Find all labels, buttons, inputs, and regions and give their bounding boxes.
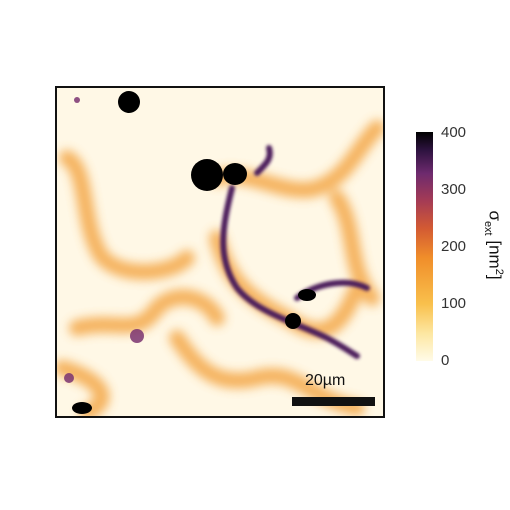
extinction-map: [55, 86, 385, 418]
colorbar-tick-100: 100: [441, 295, 467, 312]
colorbar-unit-open: [nm: [485, 235, 505, 269]
scale-bar: [292, 397, 375, 406]
colorbar-tick-0: 0: [441, 352, 450, 369]
colorbar-tick-200: 200: [441, 238, 467, 255]
colorbar-unit-close: ]: [485, 274, 505, 280]
extinction-map-image: [57, 91, 383, 416]
colorbar: [416, 132, 433, 361]
colorbar-tick-300: 300: [441, 181, 467, 198]
scale-bar-label: 20µm: [305, 372, 346, 389]
colorbar-title: σext [nm2]: [481, 175, 505, 315]
colorbar-tick-400: 400: [441, 124, 467, 141]
colorbar-subscript: ext: [481, 220, 494, 236]
colorbar-symbol: σ: [485, 210, 505, 221]
